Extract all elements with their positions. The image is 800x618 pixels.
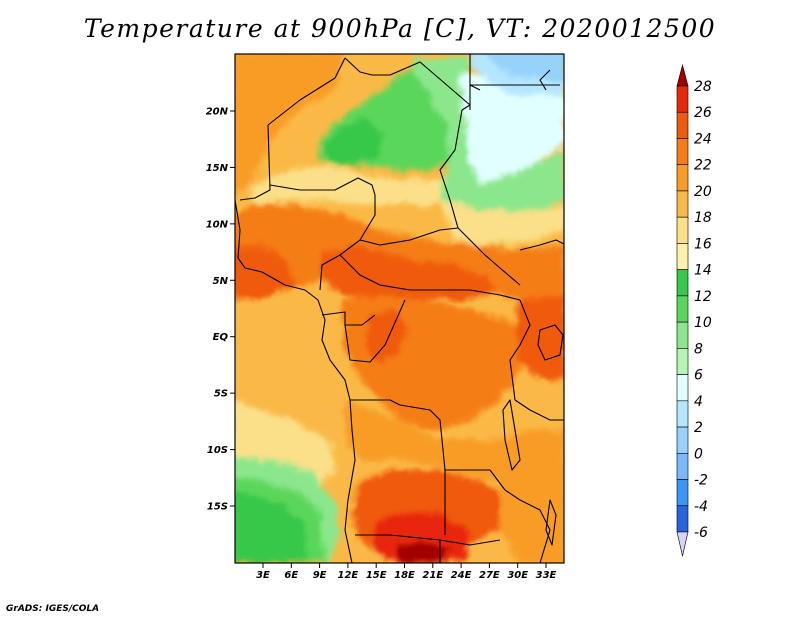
lon-tick-label: 15E [366, 570, 387, 581]
border-tanzania [514, 399, 564, 421]
colorbar-swatch [676, 321, 689, 349]
colorbar-top-arrow [676, 63, 689, 87]
lon-tick-label: 27E [479, 570, 500, 581]
map-frame [234, 53, 565, 564]
red-sea-coast [469, 69, 551, 91]
field-orange-belt [235, 205, 564, 300]
border-algeria-mali [267, 57, 346, 126]
field-lightyellow-east [440, 200, 564, 245]
colorbar-level-label: 8 [694, 341, 703, 357]
colorbar-level-label: 20 [694, 184, 712, 200]
border-niger-nigeria [269, 177, 376, 196]
border-sudan-south [519, 239, 564, 251]
lat-tick-label: 5N [213, 276, 229, 287]
field-green-ne-lower [470, 150, 564, 215]
lake-malawi [545, 499, 557, 546]
colorbar-swatch [676, 111, 689, 139]
colorbar-swatch [676, 269, 689, 297]
colorbar-swatch [676, 190, 689, 218]
field-darkgreen-core [322, 118, 385, 165]
field-orange-angola [345, 400, 564, 500]
colorbar-swatch [676, 374, 689, 402]
field-darkorange-congo [365, 310, 410, 365]
lon-tick-label: 3E [256, 570, 270, 581]
lon-tick-label: 12E [338, 570, 359, 581]
lon-tick-label: 18E [394, 570, 415, 581]
border-chad-car [359, 227, 459, 246]
border-gabon-congo [344, 299, 406, 363]
colorbar-level-label: 2 [694, 420, 703, 436]
lon-tick-label: 21E [422, 570, 443, 581]
lon-tick-label: 30E [507, 570, 528, 581]
colorbar-swatch [676, 348, 689, 375]
field-blue-corner [488, 54, 564, 80]
field-lightyellow-sahel [250, 165, 460, 205]
lake-victoria [537, 324, 564, 361]
lon-tick-label: 33E [536, 570, 557, 581]
border-chad-sudan [439, 109, 463, 229]
colorbar-level-label: 16 [694, 236, 712, 252]
colorbar-level-label: 28 [694, 79, 712, 95]
border-drc-uganda [509, 299, 531, 401]
colorbar-level-label: 22 [694, 158, 712, 174]
temperature-field [235, 54, 564, 563]
field-darkred-south [395, 540, 450, 563]
colorbar-swatch [676, 400, 689, 428]
country-borders [235, 54, 564, 563]
lake-tanganyika [502, 399, 521, 471]
lat-tick-label: 20N [206, 107, 229, 118]
border-mali-niger [239, 124, 271, 201]
lon-tick-label: 24E [451, 570, 472, 581]
colorbar-swatch [676, 85, 689, 113]
colorbar-swatch [676, 216, 689, 244]
colorbar-level-label: 26 [694, 105, 712, 121]
border-nigeria-cameroon [319, 195, 376, 291]
field-darkgreen-sw [235, 491, 310, 563]
colorbar-level-label: 4 [694, 394, 703, 410]
colorbar-swatch [676, 243, 689, 270]
map-title: Temperature at 900hPa [C], VT: 202001250… [83, 14, 717, 43]
field-orange-se [500, 470, 564, 563]
colorbar-swatch [676, 164, 689, 192]
colorbar-level-label: 10 [694, 315, 712, 331]
colorbar-level-label: -4 [694, 499, 708, 515]
colorbar-bottom-arrow [676, 531, 689, 557]
lat-tick-label: 15S [207, 502, 228, 513]
lon-tick-label: 9E [313, 570, 327, 581]
lon-tick-label: 6E [284, 570, 298, 581]
colorbar-swatch [676, 426, 689, 454]
lat-tick-label: 10N [206, 219, 229, 230]
grads-credit: GrADS: IGES/COLA [6, 604, 100, 614]
colorbar-level-label: -6 [694, 525, 708, 541]
lat-tick-label: 10S [207, 445, 228, 456]
colorbar-swatch [676, 452, 689, 480]
colorbar-level-label: 24 [694, 131, 712, 147]
latitude-axis: 20N 15N 10N 5N EQ 5S 10S 15S [206, 107, 235, 513]
border-car-sudan [457, 227, 521, 286]
colorbar-swatch [676, 138, 689, 166]
coastline-west-africa [235, 199, 356, 563]
colorbar-level-label: 14 [694, 263, 712, 279]
colorbar-swatch [676, 479, 689, 507]
border-car-congo [339, 254, 521, 301]
colorbar-level-label: 12 [694, 289, 712, 305]
lat-tick-label: 15N [206, 163, 229, 174]
lat-tick-label: 5S [214, 389, 228, 400]
colorbar-swatch [676, 295, 689, 323]
field-darkorange-west [235, 245, 300, 300]
colorbar-level-label: -2 [694, 473, 708, 489]
longitude-axis: 3E 6E 9E 12E 15E 18E 21E 24E 27E 30E 33E [256, 563, 557, 581]
lat-tick-label: EQ [213, 332, 229, 343]
colorbar-level-label: 18 [694, 210, 712, 226]
colorbar-level-label: 6 [694, 368, 703, 384]
field-palecyan-ne [460, 75, 564, 185]
colorbar-swatch [676, 505, 689, 533]
field-darkorange-north [320, 245, 500, 300]
colorbar-level-label: 0 [694, 446, 703, 462]
